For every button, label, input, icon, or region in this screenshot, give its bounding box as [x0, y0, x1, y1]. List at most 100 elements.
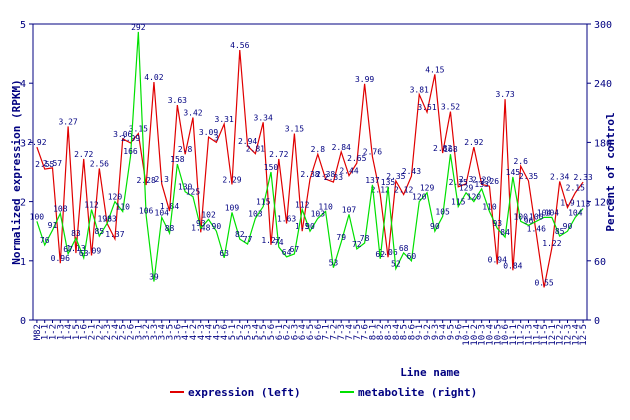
value-label: 84	[500, 228, 510, 237]
value-label: 109	[225, 203, 240, 212]
value-label: 104	[545, 208, 560, 217]
value-label: 4.56	[230, 41, 249, 50]
value-label: 2.99	[121, 134, 140, 143]
value-label: 3	[214, 133, 219, 142]
x-tick-label: 5-3	[244, 324, 254, 340]
value-label: 2.92	[464, 138, 483, 147]
value-label: 98	[102, 214, 112, 223]
y2-tick-label: 240	[594, 79, 612, 90]
value-label: 108	[53, 204, 68, 213]
value-label: 3.73	[495, 90, 514, 99]
value-label: 145	[506, 168, 521, 177]
legend-label: expression (left)	[188, 386, 301, 399]
x-tick-label: 7-3	[337, 324, 347, 340]
value-label: 104	[155, 208, 170, 217]
value-label: 72	[352, 240, 362, 249]
x-tick-label: 7-4	[345, 324, 355, 340]
value-label: 63	[79, 249, 89, 258]
value-label: 2.84	[332, 143, 351, 152]
x-tick-label: 4-6	[220, 324, 230, 340]
value-label: 2.12	[394, 185, 413, 194]
x-tick-label: 9-5	[446, 324, 456, 340]
value-label: 1.63	[97, 215, 116, 224]
value-label: 4.15	[425, 65, 444, 74]
value-label: 2.25	[449, 178, 468, 187]
x-tick-label: 7-5	[353, 324, 363, 340]
x-tick-label: 2-4	[111, 324, 121, 340]
value-label: 2.34	[550, 172, 569, 181]
value-label: 129	[459, 184, 474, 193]
value-label: 53	[329, 259, 339, 268]
value-label: 2.35	[519, 172, 538, 181]
x-tick-label: 10-2	[470, 324, 480, 346]
value-label: 3.09	[199, 128, 218, 137]
y2-tick-label: 60	[594, 257, 606, 268]
x-tick-label: 4-3	[197, 324, 207, 340]
x-tick-label: 2-2	[95, 324, 105, 340]
x-tick-label: 3-1	[134, 324, 144, 340]
legend: expression (left) metabolite (right)	[170, 386, 477, 399]
value-label: 1.84	[160, 202, 179, 211]
value-label: 2.38	[316, 170, 335, 179]
value-label: 63	[219, 249, 229, 258]
value-label: 83	[71, 229, 81, 238]
value-label: 2.35	[386, 172, 405, 181]
x-tick-label: 9-3	[431, 324, 441, 340]
x-tick-label: 12-2	[556, 324, 566, 346]
value-label: 60	[407, 252, 417, 261]
value-label: 1.37	[105, 230, 124, 239]
x-tick-label: 11-2	[517, 324, 527, 346]
value-label: 120	[108, 193, 123, 202]
value-label: 3.42	[183, 109, 202, 118]
value-label: 104	[537, 208, 552, 217]
value-label: 3.27	[58, 117, 77, 126]
value-label: 0.96	[51, 254, 70, 263]
x-tick-label: 9-1	[415, 324, 425, 340]
y2-axis-label: Percent of control	[604, 112, 617, 231]
x-tick-label: 12-1	[548, 324, 558, 346]
x-tick-label: 9-6	[454, 324, 464, 340]
value-label: 113	[576, 200, 591, 209]
value-label: 112	[84, 200, 99, 209]
value-label: 100	[30, 212, 45, 221]
value-label: 3.34	[254, 113, 273, 122]
value-label: 104	[568, 208, 583, 217]
value-label: 2.72	[269, 150, 288, 159]
x-tick-label: 8-3	[384, 324, 394, 340]
x-tick-label: 2-5	[119, 324, 129, 340]
x-tick-label: 1-3	[56, 324, 66, 340]
y-tick-label: 1	[20, 257, 26, 268]
x-tick-label: 8-4	[392, 324, 402, 340]
value-label: 90	[563, 222, 573, 231]
x-tick-label: 12-5	[579, 324, 589, 346]
value-label: 2.8	[178, 145, 193, 154]
value-label: 130	[178, 183, 193, 192]
value-label: 2.6	[513, 157, 528, 166]
value-label: 3.52	[441, 103, 460, 112]
x-tick-label: 4-2	[189, 324, 199, 340]
x-tick-label: 8-2	[376, 324, 386, 340]
value-label: 2.82	[433, 144, 452, 153]
value-label: 103	[248, 209, 263, 218]
value-label: 292	[131, 23, 146, 32]
value-label: 115	[256, 198, 271, 207]
value-label: 120	[412, 193, 427, 202]
x-tick-label: 11-1	[509, 324, 519, 346]
value-label: 2.3	[155, 175, 170, 184]
y-tick-label: 4	[20, 79, 26, 90]
x-tick-label: 9-4	[439, 324, 449, 340]
value-label: 100	[513, 212, 528, 221]
x-tick-label: 8-6	[407, 324, 417, 340]
value-label: 68	[399, 244, 409, 253]
value-label: 3.81	[410, 85, 429, 94]
y-axis-label: Normalized expression (RPKM)	[10, 79, 23, 264]
value-label: 168	[443, 145, 458, 154]
x-tick-label: 7-2	[329, 324, 339, 340]
value-label: 158	[170, 155, 185, 164]
value-label: 0.84	[503, 261, 522, 270]
value-label: 2.29	[472, 175, 491, 184]
value-label: 79	[336, 233, 346, 242]
value-label: 137	[365, 176, 380, 185]
x-tick-label: 10-3	[478, 324, 488, 346]
value-label: 103	[311, 209, 326, 218]
